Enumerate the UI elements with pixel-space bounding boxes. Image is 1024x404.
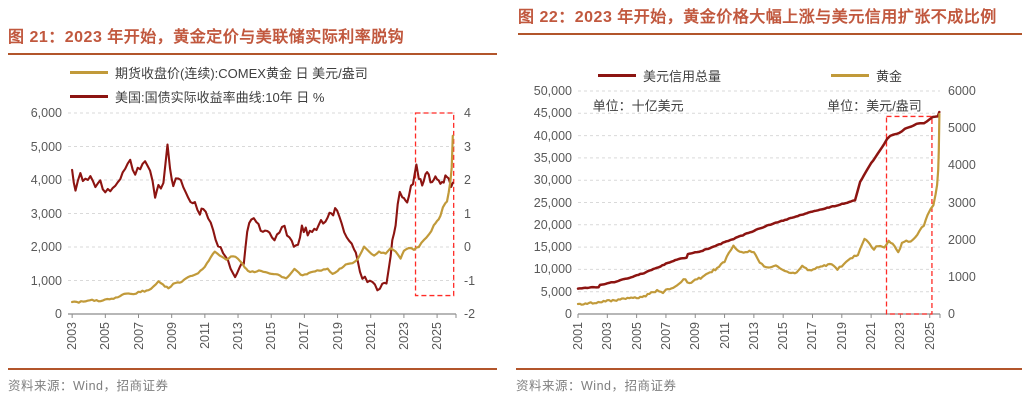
legend-label: 期货收盘价(连续):COMEX黄金 日 美元/盎司 bbox=[115, 65, 368, 81]
y-axis-label-left: 40,000 bbox=[533, 128, 572, 143]
x-axis-label: 2015 bbox=[264, 322, 279, 350]
legend-item: 美元信用总量 bbox=[598, 63, 721, 87]
x-axis-label: 2025 bbox=[430, 322, 445, 350]
x-axis-label: 2021 bbox=[363, 322, 378, 350]
y-axis-label-right: 1 bbox=[464, 206, 471, 221]
y-axis-label-right: 4 bbox=[464, 106, 471, 120]
legend-label: 黄金 bbox=[876, 68, 903, 84]
figure-22-panel: 图 22：2023 年开始，黄金价格大幅上涨与美元信用扩张不成比例 美元信用总量… bbox=[512, 0, 1024, 404]
highlight-box-2023 bbox=[414, 112, 455, 297]
figure-22-legend: 美元信用总量 黄金 bbox=[598, 63, 902, 87]
legend-item: 期货收盘价(连续):COMEX黄金 日 美元/盎司 bbox=[70, 60, 368, 84]
legend-swatch-line bbox=[598, 73, 636, 77]
x-axis-label: 2023 bbox=[396, 322, 411, 350]
x-axis-label: 2007 bbox=[131, 322, 146, 350]
x-axis-label: 2025 bbox=[922, 322, 937, 350]
y-axis-label-right: 3 bbox=[464, 139, 471, 154]
series-line-1 bbox=[576, 112, 941, 306]
figure-22-chart: 单位：十亿美元 单位：美元/盎司 bbox=[576, 90, 941, 318]
y-axis-label-right: 6000 bbox=[948, 84, 976, 98]
figure-22-title: 图 22：2023 年开始，黄金价格大幅上涨与美元信用扩张不成比例 bbox=[518, 6, 1022, 35]
legend-item: 黄金 bbox=[831, 63, 902, 87]
y-axis-label-left: 3,000 bbox=[30, 206, 62, 221]
y-axis-label-left: 1,000 bbox=[30, 273, 62, 288]
unit-annotation: 单位：十亿美元 bbox=[593, 99, 684, 114]
y-axis-label-left: 6,000 bbox=[30, 106, 62, 120]
figure-21-legend: 期货收盘价(连续):COMEX黄金 日 美元/盎司 美国:国债实际收益率曲线:10… bbox=[70, 60, 368, 108]
y-axis-label-right: 4000 bbox=[948, 158, 976, 173]
y-axis-label-left: 25,000 bbox=[533, 195, 572, 210]
x-axis-label: 2005 bbox=[629, 322, 644, 350]
legend-swatch-line bbox=[70, 70, 108, 74]
legend-swatch-line bbox=[831, 73, 870, 77]
x-axis-label: 2001 bbox=[571, 322, 585, 350]
x-axis-label: 2017 bbox=[805, 322, 820, 350]
x-axis-label: 2005 bbox=[98, 322, 113, 350]
y-axis-label-right: -2 bbox=[464, 307, 476, 321]
figure-21-chart bbox=[68, 112, 457, 318]
x-axis-label: 2009 bbox=[688, 322, 703, 350]
highlight-box-2023 bbox=[885, 115, 933, 315]
x-axis-label: 2013 bbox=[746, 322, 761, 350]
y-axis-label-left: 45,000 bbox=[533, 106, 572, 121]
x-axis-label: 2019 bbox=[330, 322, 345, 350]
y-axis-label-left: 5,000 bbox=[30, 139, 62, 154]
figure-21-divider bbox=[8, 368, 497, 370]
y-axis-label-left: 35,000 bbox=[533, 150, 572, 165]
figure-21-title: 图 21：2023 年开始，黄金定价与美联储实际利率脱钩 bbox=[8, 26, 497, 55]
figure-21-panel: 图 21：2023 年开始，黄金定价与美联储实际利率脱钩 期货收盘价(连续):C… bbox=[8, 26, 497, 393]
y-axis-label-right: 5000 bbox=[948, 121, 976, 136]
x-axis-label: 2019 bbox=[834, 322, 849, 350]
legend-label: 美元信用总量 bbox=[643, 68, 722, 84]
y-axis-label-right: 2 bbox=[464, 173, 471, 187]
x-axis-label: 2007 bbox=[658, 322, 673, 350]
series-line-0 bbox=[71, 143, 454, 292]
figure-22-divider bbox=[516, 368, 1022, 370]
figure-21-source: 资料来源：Wind，招商证券 bbox=[8, 379, 169, 393]
y-axis-label-left: 30,000 bbox=[533, 173, 572, 188]
y-axis-label-right: 1000 bbox=[948, 269, 976, 284]
series-line-1 bbox=[71, 134, 454, 304]
figure-22-source: 资料来源：Wind，招商证券 bbox=[516, 379, 677, 393]
y-axis-label-left: 5,000 bbox=[540, 284, 572, 299]
y-axis-label-right: 3000 bbox=[948, 195, 976, 210]
x-axis-label: 2015 bbox=[776, 322, 791, 350]
y-axis-label-left: 4,000 bbox=[30, 173, 62, 187]
series-line-0 bbox=[576, 110, 941, 290]
x-axis-label: 2011 bbox=[717, 322, 732, 349]
x-axis-label: 2021 bbox=[864, 322, 879, 350]
y-axis-label-left: 15,000 bbox=[533, 240, 572, 255]
unit-annotation: 单位：美元/盎司 bbox=[827, 99, 922, 114]
y-axis-label-left: 20,000 bbox=[533, 217, 572, 232]
x-axis-label: 2017 bbox=[297, 322, 312, 350]
legend-label: 美国:国债实际收益率曲线:10年 日 % bbox=[115, 89, 325, 105]
x-axis-label: 2009 bbox=[164, 322, 179, 350]
y-axis-label-right: 0 bbox=[464, 240, 471, 254]
legend-swatch-line bbox=[70, 94, 108, 98]
y-axis-label-left: 2,000 bbox=[30, 240, 62, 254]
x-axis-label: 2003 bbox=[65, 322, 80, 350]
y-axis-label-right: -1 bbox=[464, 273, 476, 288]
x-axis-label: 2023 bbox=[893, 322, 908, 350]
x-axis-label: 2013 bbox=[231, 322, 246, 350]
y-axis-label-left: 0 bbox=[565, 307, 572, 321]
y-axis-label-right: 2000 bbox=[948, 232, 976, 247]
x-axis-label: 2003 bbox=[600, 322, 615, 350]
y-axis-label-left: 10,000 bbox=[533, 262, 572, 277]
x-axis-label: 2011 bbox=[197, 322, 212, 349]
legend-item: 美国:国债实际收益率曲线:10年 日 % bbox=[70, 84, 368, 108]
y-axis-label-left: 0 bbox=[55, 307, 62, 321]
y-axis-label-right: 0 bbox=[948, 307, 955, 321]
y-axis-label-left: 50,000 bbox=[533, 84, 572, 98]
